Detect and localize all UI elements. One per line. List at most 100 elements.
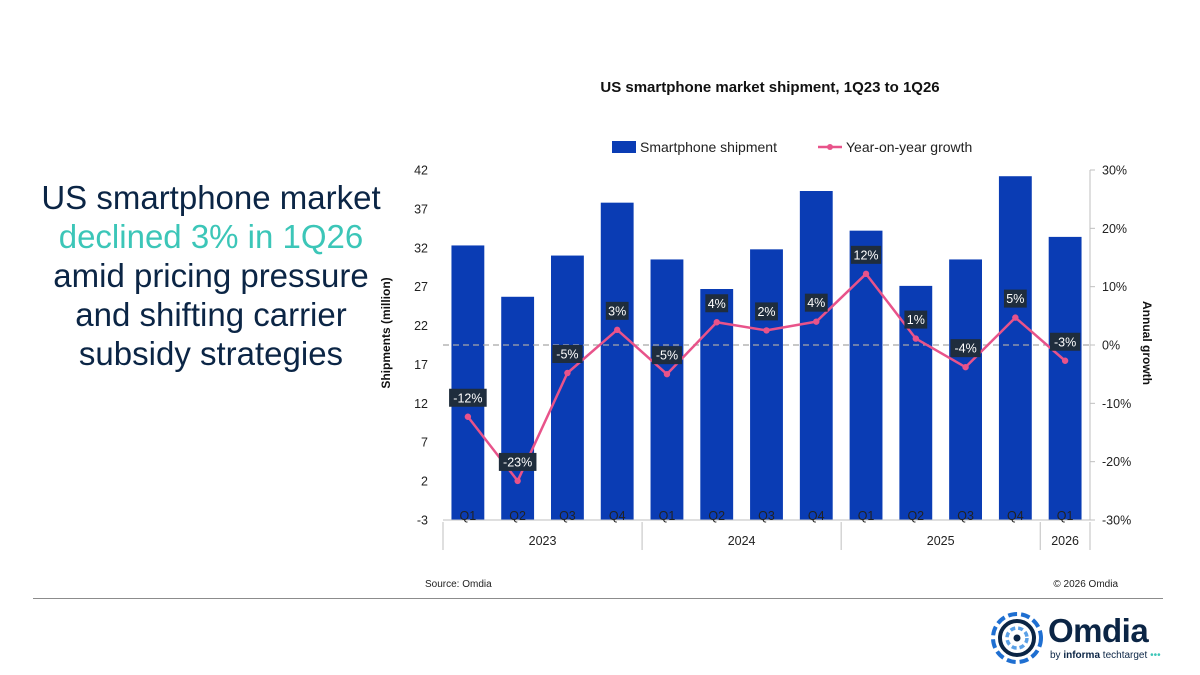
growth-point-2 xyxy=(564,369,571,377)
omdia-logo: Omdia by informa techtarget ••• xyxy=(990,610,1165,665)
growth-label-box-1 xyxy=(498,452,537,471)
growth-label-5: 4% xyxy=(708,297,726,311)
y-axis-label: Shipments (million) xyxy=(379,277,393,388)
y-tick-label-9: -3 xyxy=(417,514,428,528)
growth-label-1: -23% xyxy=(503,455,532,469)
bar-1 xyxy=(501,296,535,520)
y2-axis-label: Annual growth xyxy=(1140,301,1154,385)
growth-label-9: 1% xyxy=(907,313,925,327)
bar-2 xyxy=(550,255,584,521)
bar-11 xyxy=(998,176,1032,520)
year-label-2026: 2026 xyxy=(1051,534,1079,548)
growth-label-box-5 xyxy=(705,294,729,313)
y-tick-label-8: 2 xyxy=(421,475,428,489)
legend: Smartphone shipment Year-on-year growth xyxy=(612,139,972,155)
x-tick-label-2: Q3 xyxy=(559,509,576,523)
growth-label-box-8 xyxy=(850,245,882,264)
growth-point-12 xyxy=(1061,357,1069,364)
y2-tick-label-3: 0% xyxy=(1102,339,1120,353)
y2-tick-label-4: -10% xyxy=(1102,397,1131,411)
growth-point-4 xyxy=(663,370,671,378)
x-tick-label-7: Q4 xyxy=(808,509,825,523)
x-tick-label-11: Q4 xyxy=(1007,509,1024,523)
growth-label-3: 3% xyxy=(608,304,626,318)
omdia-logo-wordmark: Omdia xyxy=(1048,612,1149,649)
growth-label-2: -5% xyxy=(556,348,578,362)
growth-point-9 xyxy=(912,335,920,342)
x-tick-label-3: Q4 xyxy=(609,509,626,523)
growth-layer: -12% -23% -5% 3% -5% 4% 2% 4% 12% 1% -4% 5% -3% xyxy=(449,245,1081,485)
headline-part-2: amid pricing pressure and shifting carri… xyxy=(53,257,369,372)
x-tick-label-12: Q1 xyxy=(1057,509,1074,523)
growth-point-11 xyxy=(1012,314,1019,321)
x-tick-label-9: Q2 xyxy=(907,509,924,523)
bar-6 xyxy=(750,249,783,521)
growth-label-box-7 xyxy=(804,293,828,312)
headline: US smartphone market declined 3% in 1Q26… xyxy=(30,178,392,373)
y2-tick-label-1: 20% xyxy=(1102,222,1127,236)
growth-label-box-0 xyxy=(449,388,487,407)
growth-point-3 xyxy=(613,326,621,334)
growth-label-11: 5% xyxy=(1006,292,1024,306)
growth-label-box-2 xyxy=(552,345,583,363)
growth-point-10 xyxy=(962,363,969,371)
x-tick-label-10: Q3 xyxy=(957,509,974,523)
bar-10 xyxy=(949,259,983,520)
y2-tick-label-5: -20% xyxy=(1102,455,1131,469)
bar-8 xyxy=(849,230,883,520)
y-tick-label-7: 7 xyxy=(421,436,428,450)
x-tick-label-8: Q1 xyxy=(858,509,875,523)
y-tick-label-4: 22 xyxy=(414,319,428,333)
growth-point-6 xyxy=(763,327,770,334)
right-axis-ticks: 30% 20% 10% 0% -10% -20% -30% xyxy=(1089,164,1131,528)
footer-divider xyxy=(33,598,1163,599)
growth-label-4: -5% xyxy=(656,349,678,363)
headline-highlight: declined 3% in 1Q26 xyxy=(58,218,364,255)
growth-label-6: 2% xyxy=(757,305,775,319)
growth-point-7 xyxy=(813,318,820,325)
legend-swatch-shipment xyxy=(612,141,636,153)
source-note: Source: Omdia xyxy=(425,579,492,590)
bars-layer xyxy=(451,176,1082,521)
y2-tick-label-6: -30% xyxy=(1102,514,1131,528)
left-axis-ticks: 42 37 32 27 22 17 12 7 2 -3 xyxy=(414,164,428,528)
growth-label-box-9 xyxy=(904,310,928,329)
growth-label-7: 4% xyxy=(807,296,825,310)
omdia-logo-icon xyxy=(991,612,1043,664)
growth-point-5 xyxy=(713,319,720,326)
y-tick-label-3: 27 xyxy=(414,280,428,294)
growth-label-box-11 xyxy=(1003,289,1027,308)
bar-3 xyxy=(600,202,634,520)
y-tick-label-2: 32 xyxy=(414,241,428,255)
y2-tick-label-0: 30% xyxy=(1102,164,1127,178)
growth-label-8: 12% xyxy=(854,248,879,262)
x-axis-labels: Q1 Q2 Q3 Q4 Q1 Q2 Q3 Q4 Q1 Q2 Q3 Q4 Q1 2023 2024 2025 20… xyxy=(442,509,1091,550)
x-tick-label-6: Q3 xyxy=(758,509,775,523)
shipment-chart: US smartphone market shipment, 1Q23 to 1… xyxy=(379,79,1154,590)
bar-4 xyxy=(650,259,684,520)
copyright-note: © 2026 Omdia xyxy=(1053,579,1118,590)
legend-label-shipment: Smartphone shipment xyxy=(640,139,777,155)
chart-title: US smartphone market shipment, 1Q23 to 1… xyxy=(600,79,939,96)
legend-swatch-growth-marker xyxy=(827,144,833,150)
growth-label-box-12 xyxy=(1050,332,1081,351)
growth-point-1 xyxy=(514,477,521,485)
bar-5 xyxy=(700,289,734,520)
growth-label-0: -12% xyxy=(453,391,482,405)
year-label-2024: 2024 xyxy=(728,534,756,548)
growth-label-box-4 xyxy=(651,346,683,365)
headline-part-1: US smartphone market xyxy=(41,179,381,216)
growth-point-0 xyxy=(464,413,472,420)
y-tick-label-5: 17 xyxy=(414,358,428,372)
growth-label-10: -4% xyxy=(954,342,976,356)
growth-label-box-6 xyxy=(755,302,778,321)
x-tick-label-4: Q1 xyxy=(659,509,676,523)
x-tick-label-1: Q2 xyxy=(509,509,526,523)
growth-label-12: -3% xyxy=(1054,335,1076,349)
y2-tick-label-2: 10% xyxy=(1102,280,1127,294)
bar-0 xyxy=(451,245,485,520)
omdia-logo-tagline: by informa techtarget ••• xyxy=(1050,650,1161,661)
year-label-2025: 2025 xyxy=(927,534,955,548)
x-tick-label-0: Q1 xyxy=(460,509,477,523)
growth-point-8 xyxy=(862,270,870,278)
